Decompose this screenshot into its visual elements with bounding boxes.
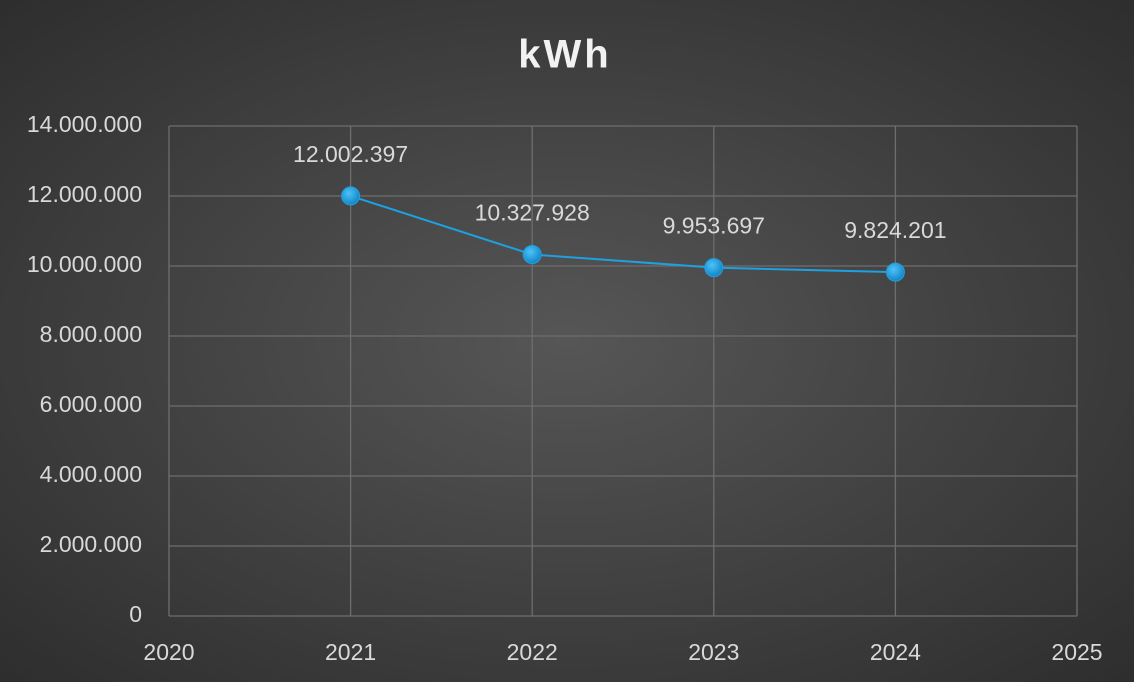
x-tick-label: 2020 — [143, 639, 194, 665]
chart-title: kWh — [518, 33, 611, 77]
y-tick-label: 2.000.000 — [40, 531, 142, 557]
y-tick-label: 14.000.000 — [27, 111, 142, 137]
marker — [341, 186, 361, 206]
x-tick-label: 2025 — [1051, 639, 1102, 665]
x-tick-label: 2022 — [507, 639, 558, 665]
y-tick-label: 0 — [129, 601, 142, 627]
data-label: 10.327.928 — [475, 200, 590, 226]
data-label: 9.953.697 — [663, 213, 765, 239]
line — [350, 194, 896, 274]
marker — [885, 262, 905, 282]
marker — [522, 245, 542, 265]
y-tick-label: 8.000.000 — [40, 321, 142, 347]
x-tick-label: 2021 — [325, 639, 376, 665]
x-tick-label: 2024 — [870, 639, 921, 665]
x-tick-label: 2023 — [688, 639, 739, 665]
marker — [704, 258, 724, 278]
y-tick-label: 12.000.000 — [27, 181, 142, 207]
y-tick-label: 4.000.000 — [40, 461, 142, 487]
data-label: 12.002.397 — [293, 141, 408, 167]
data-label: 9.824.201 — [844, 217, 946, 243]
y-tick-label: 6.000.000 — [40, 391, 142, 417]
y-tick-label: 10.000.000 — [27, 251, 142, 277]
